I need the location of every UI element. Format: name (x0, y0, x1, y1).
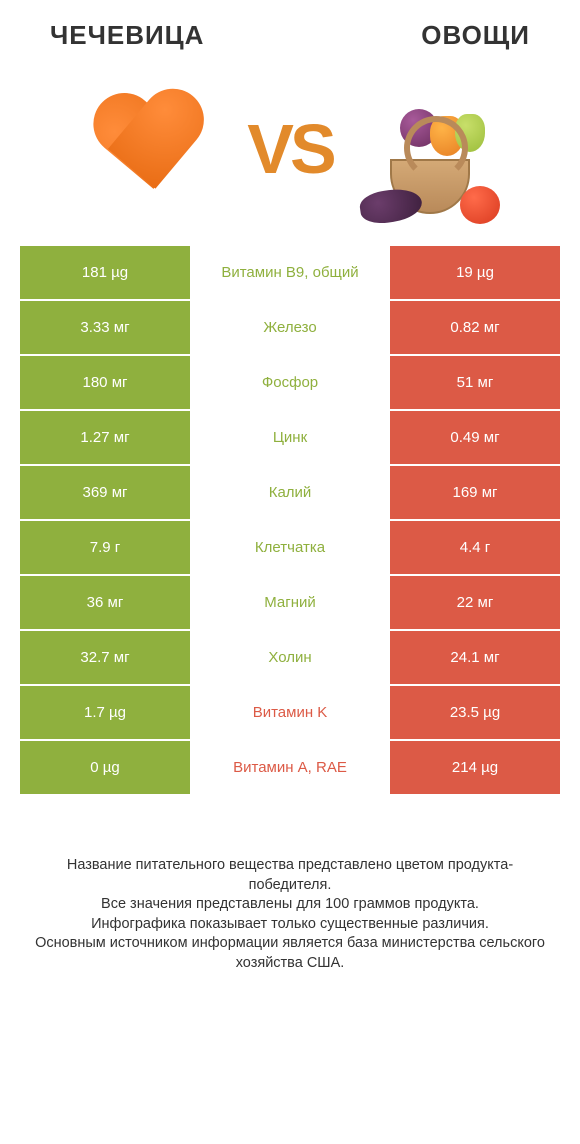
right-value-cell: 24.1 мг (390, 631, 560, 684)
left-value-cell: 32.7 мг (20, 631, 190, 684)
nutrient-label-cell: Клетчатка (190, 521, 390, 574)
right-value-cell: 51 мг (390, 356, 560, 409)
left-product-image (72, 71, 227, 226)
footer-line: Инфографика показывает только существенн… (30, 915, 550, 935)
left-value-cell: 0 µg (20, 741, 190, 794)
table-row: 369 мгКалий169 мг (20, 466, 560, 521)
right-product-image (353, 71, 508, 226)
footer-line: Название питательного вещества представл… (30, 856, 550, 895)
left-value-cell: 36 мг (20, 576, 190, 629)
left-value-cell: 181 µg (20, 246, 190, 299)
right-value-cell: 0.49 мг (390, 411, 560, 464)
right-value-cell: 23.5 µg (390, 686, 560, 739)
left-value-cell: 7.9 г (20, 521, 190, 574)
nutrient-label-cell: Витамин A, RAE (190, 741, 390, 794)
table-row: 3.33 мгЖелезо0.82 мг (20, 301, 560, 356)
left-value-cell: 1.7 µg (20, 686, 190, 739)
table-row: 1.27 мгЦинк0.49 мг (20, 411, 560, 466)
left-value-cell: 1.27 мг (20, 411, 190, 464)
right-value-cell: 0.82 мг (390, 301, 560, 354)
nutrient-label-cell: Фосфор (190, 356, 390, 409)
footer-note: Название питательного вещества представл… (30, 856, 550, 973)
left-value-cell: 3.33 мг (20, 301, 190, 354)
footer-line: Основным источником информации является … (30, 934, 550, 973)
nutrient-label-cell: Витамин K (190, 686, 390, 739)
veggie-basket-icon (355, 74, 505, 224)
right-product-title: ОВОЩИ (421, 20, 530, 51)
right-value-cell: 4.4 г (390, 521, 560, 574)
right-value-cell: 22 мг (390, 576, 560, 629)
right-value-cell: 169 мг (390, 466, 560, 519)
table-row: 180 мгФосфор51 мг (20, 356, 560, 411)
nutrient-label-cell: Витамин B9, общий (190, 246, 390, 299)
table-row: 181 µgВитамин B9, общий19 µg (20, 246, 560, 301)
nutrient-label-cell: Калий (190, 466, 390, 519)
table-row: 0 µgВитамин A, RAE214 µg (20, 741, 560, 796)
table-row: 32.7 мгХолин24.1 мг (20, 631, 560, 686)
footer-line: Все значения представлены для 100 граммо… (30, 895, 550, 915)
nutrient-label-cell: Магний (190, 576, 390, 629)
images-row: VS (0, 61, 580, 246)
lentil-heart-icon (85, 88, 214, 208)
right-value-cell: 19 µg (390, 246, 560, 299)
table-row: 1.7 µgВитамин K23.5 µg (20, 686, 560, 741)
table-row: 7.9 гКлетчатка4.4 г (20, 521, 560, 576)
nutrient-label-cell: Железо (190, 301, 390, 354)
comparison-table: 181 µgВитамин B9, общий19 µg3.33 мгЖелез… (20, 246, 560, 796)
right-value-cell: 214 µg (390, 741, 560, 794)
header-row: ЧЕЧЕВИЦА ОВОЩИ (0, 0, 580, 61)
vs-label: VS (247, 109, 332, 189)
left-product-title: ЧЕЧЕВИЦА (50, 20, 204, 51)
left-value-cell: 369 мг (20, 466, 190, 519)
nutrient-label-cell: Холин (190, 631, 390, 684)
table-row: 36 мгМагний22 мг (20, 576, 560, 631)
left-value-cell: 180 мг (20, 356, 190, 409)
nutrient-label-cell: Цинк (190, 411, 390, 464)
